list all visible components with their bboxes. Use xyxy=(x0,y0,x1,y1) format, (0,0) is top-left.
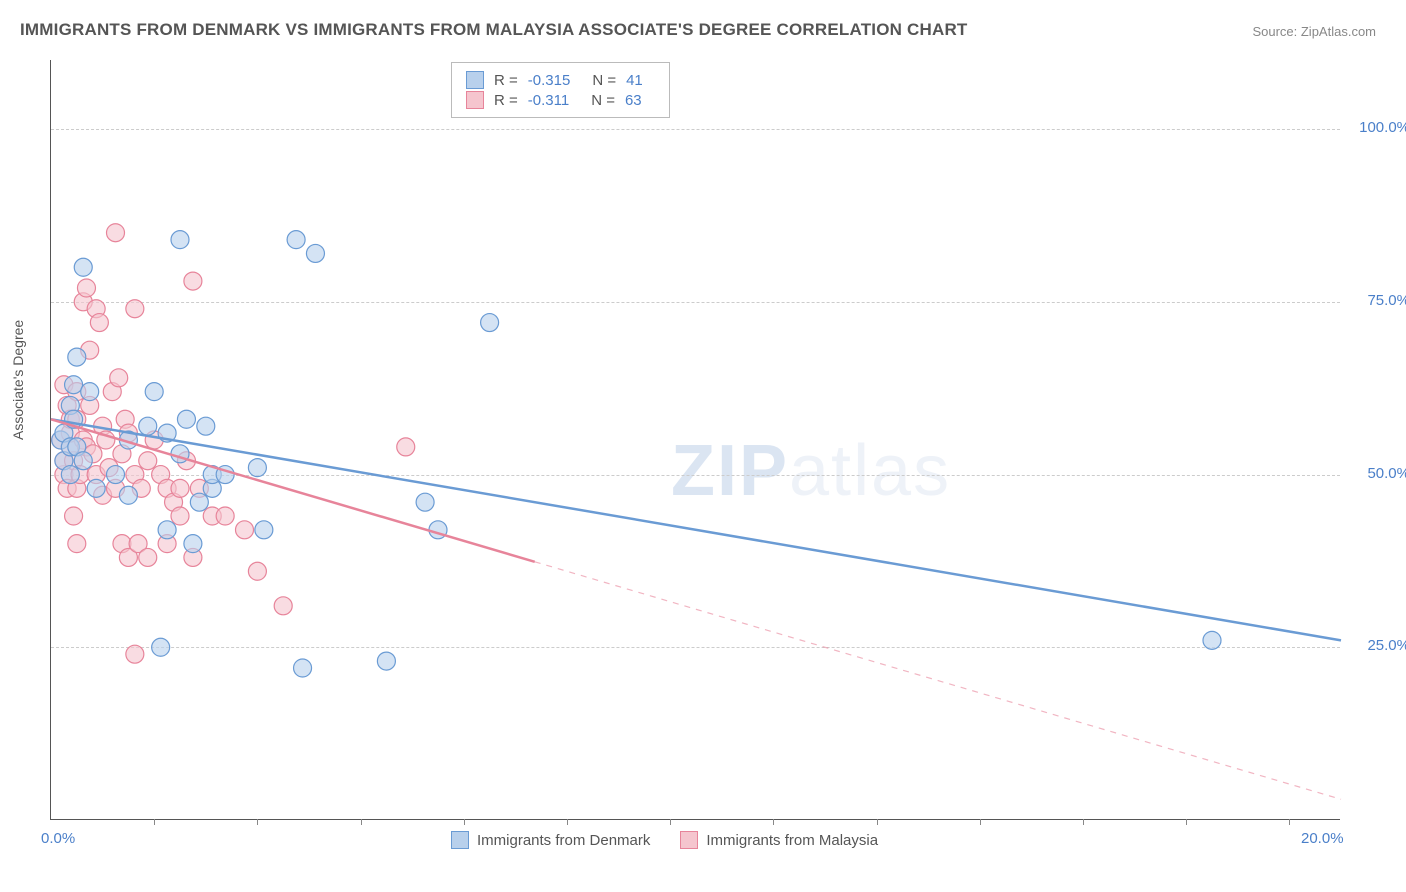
legend-swatch-malaysia xyxy=(680,831,698,849)
n-value: 63 xyxy=(625,92,642,109)
legend-item-malaysia: Immigrants from Malaysia xyxy=(680,831,878,849)
r-value: -0.311 xyxy=(528,92,569,109)
n-label: N = xyxy=(591,92,615,109)
scatter-svg xyxy=(51,60,1340,819)
n-value: 41 xyxy=(626,72,643,89)
legend-label: Immigrants from Denmark xyxy=(477,832,650,849)
r-label: R = xyxy=(494,92,518,109)
r-value: -0.315 xyxy=(528,72,571,89)
source-text: Source: ZipAtlas.com xyxy=(1252,24,1376,39)
correlation-legend: R = -0.315 N = 41 R = -0.311 N = 63 xyxy=(451,62,670,118)
legend-swatch-malaysia xyxy=(466,91,484,109)
chart-container: IMMIGRANTS FROM DENMARK VS IMMIGRANTS FR… xyxy=(0,0,1406,892)
legend-swatch-denmark xyxy=(451,831,469,849)
plot-area: ZIPatlas 25.0%50.0%75.0%100.0% 0.0%20.0%… xyxy=(50,60,1340,820)
y-axis-label: Associate's Degree xyxy=(10,320,26,440)
series-legend: Immigrants from Denmark Immigrants from … xyxy=(451,831,878,849)
legend-swatch-denmark xyxy=(466,71,484,89)
chart-title: IMMIGRANTS FROM DENMARK VS IMMIGRANTS FR… xyxy=(20,20,968,40)
correlation-legend-row: R = -0.315 N = 41 xyxy=(466,71,655,89)
n-label: N = xyxy=(592,72,616,89)
legend-item-denmark: Immigrants from Denmark xyxy=(451,831,650,849)
r-label: R = xyxy=(494,72,518,89)
legend-label: Immigrants from Malaysia xyxy=(706,832,878,849)
correlation-legend-row: R = -0.311 N = 63 xyxy=(466,91,655,109)
